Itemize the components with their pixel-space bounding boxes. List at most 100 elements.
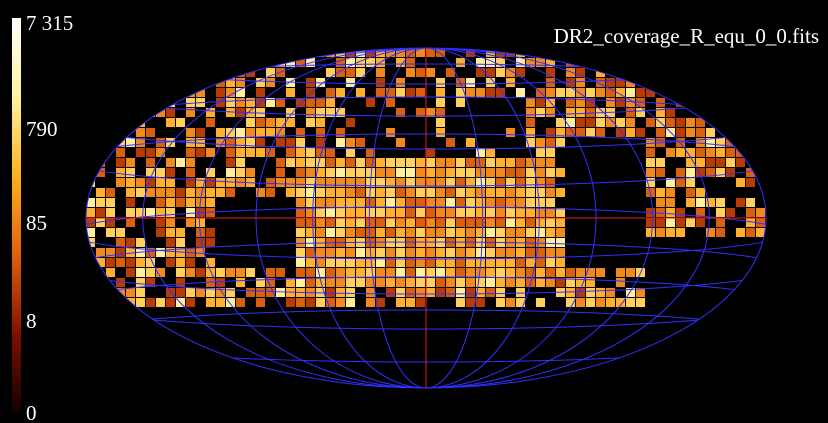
coverage-tile bbox=[466, 218, 475, 227]
coverage-tile bbox=[366, 258, 375, 267]
coverage-tile bbox=[296, 248, 305, 257]
coverage-tile bbox=[346, 68, 355, 77]
coverage-tile bbox=[266, 128, 275, 137]
coverage-tile bbox=[746, 218, 755, 227]
coverage-tile bbox=[656, 188, 665, 197]
coverage-tile bbox=[346, 78, 355, 87]
coverage-tile bbox=[246, 118, 255, 127]
coverage-tile bbox=[306, 208, 315, 217]
coverage-tile bbox=[446, 68, 455, 77]
coverage-tile bbox=[426, 198, 435, 207]
coverage-tile bbox=[316, 98, 325, 107]
coverage-tile bbox=[226, 138, 235, 147]
coverage-tile bbox=[546, 268, 555, 277]
coverage-tile bbox=[486, 288, 495, 297]
coverage-tile bbox=[386, 258, 395, 267]
coverage-tile bbox=[266, 288, 275, 297]
coverage-tile bbox=[736, 158, 745, 167]
coverage-tile bbox=[146, 278, 155, 287]
coverage-tile bbox=[676, 118, 685, 127]
coverage-tile bbox=[556, 128, 565, 137]
coverage-tile bbox=[506, 128, 515, 137]
coverage-tile bbox=[506, 268, 515, 277]
coverage-tile bbox=[406, 228, 415, 237]
coverage-tile bbox=[316, 278, 325, 287]
coverage-tile bbox=[756, 208, 765, 217]
coverage-tile bbox=[706, 168, 715, 177]
coverage-tile bbox=[486, 168, 495, 177]
coverage-tile bbox=[406, 188, 415, 197]
coverage-tile bbox=[486, 178, 495, 187]
coverage-tile bbox=[456, 298, 465, 307]
coverage-tile bbox=[136, 178, 145, 187]
coverage-tile bbox=[246, 148, 255, 157]
coverage-tile bbox=[166, 228, 175, 237]
coverage-tile bbox=[206, 238, 215, 247]
coverage-tile bbox=[336, 158, 345, 167]
coverage-tile bbox=[126, 158, 135, 167]
coverage-tile bbox=[546, 198, 555, 207]
coverage-tile bbox=[276, 288, 285, 297]
coverage-tile bbox=[436, 218, 445, 227]
coverage-tile bbox=[456, 158, 465, 167]
coverage-tile bbox=[206, 108, 215, 117]
coverage-tile bbox=[446, 288, 455, 297]
coverage-tile bbox=[356, 158, 365, 167]
coverage-tile bbox=[746, 208, 755, 217]
coverage-tile bbox=[446, 138, 455, 147]
coverage-tile bbox=[176, 268, 185, 277]
coverage-tile bbox=[126, 238, 135, 247]
coverage-tile bbox=[136, 258, 145, 267]
coverage-tile bbox=[236, 78, 245, 87]
coverage-tile bbox=[456, 288, 465, 297]
coverage-tile bbox=[396, 278, 405, 287]
coverage-tile bbox=[526, 108, 535, 117]
coverage-tile bbox=[136, 128, 145, 137]
coverage-tile bbox=[436, 268, 445, 277]
coverage-tile bbox=[376, 188, 385, 197]
coverage-tile bbox=[546, 188, 555, 197]
coverage-tile bbox=[486, 78, 495, 87]
coverage-tile bbox=[396, 158, 405, 167]
coverage-tile bbox=[576, 88, 585, 97]
coverage-tile bbox=[176, 118, 185, 127]
coverage-tile bbox=[406, 88, 415, 97]
coverage-tile bbox=[666, 148, 675, 157]
coverage-tile bbox=[186, 168, 195, 177]
coverage-tile bbox=[376, 208, 385, 217]
coverage-tile bbox=[436, 88, 445, 97]
coverage-tile bbox=[506, 258, 515, 267]
coverage-tile bbox=[426, 228, 435, 237]
coverage-tile bbox=[716, 138, 725, 147]
coverage-tile bbox=[476, 68, 485, 77]
coverage-tile bbox=[486, 88, 495, 97]
coverage-tile bbox=[336, 258, 345, 267]
coverage-tile bbox=[396, 198, 405, 207]
coverage-tile bbox=[596, 268, 605, 277]
coverage-tile bbox=[146, 168, 155, 177]
coverage-tile bbox=[706, 158, 715, 167]
coverage-tile bbox=[316, 298, 325, 307]
coverage-tile bbox=[426, 48, 435, 57]
coverage-tile bbox=[216, 268, 225, 277]
coverage-tile bbox=[686, 118, 695, 127]
coverage-tile bbox=[346, 118, 355, 127]
coverage-tile bbox=[246, 138, 255, 147]
coverage-tile bbox=[96, 258, 105, 267]
coverage-tile bbox=[496, 298, 505, 307]
coverage-tile bbox=[306, 198, 315, 207]
coverage-tile bbox=[416, 268, 425, 277]
coverage-tile bbox=[326, 158, 335, 167]
coverage-tile bbox=[316, 138, 325, 147]
coverage-tile bbox=[326, 148, 335, 157]
coverage-tile bbox=[736, 178, 745, 187]
coverage-tile bbox=[476, 58, 485, 67]
coverage-tile bbox=[396, 78, 405, 87]
coverage-tile bbox=[526, 218, 535, 227]
coverage-tile bbox=[336, 248, 345, 257]
coverage-tile bbox=[206, 268, 215, 277]
coverage-tile bbox=[346, 198, 355, 207]
coverage-tile bbox=[126, 138, 135, 147]
coverage-tile bbox=[366, 158, 375, 167]
coverage-tile bbox=[506, 278, 515, 287]
